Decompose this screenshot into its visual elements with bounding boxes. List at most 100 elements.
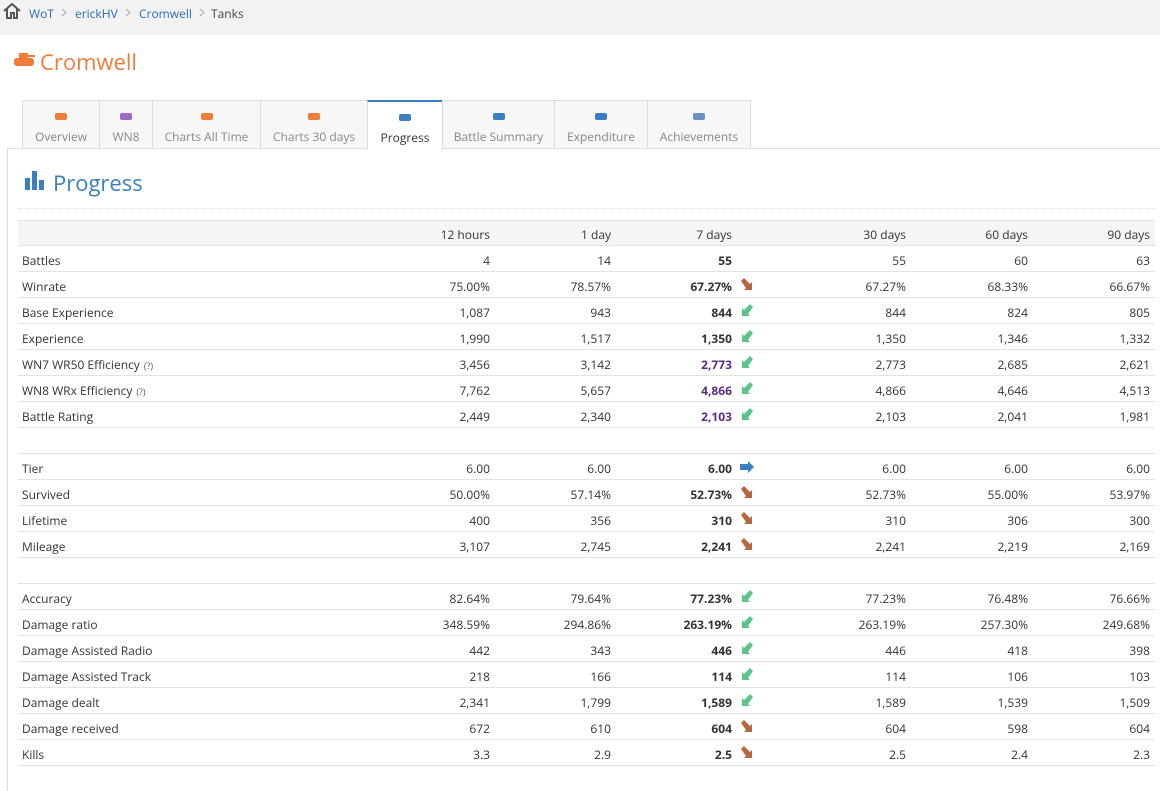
column-header: 7 days: [696, 226, 732, 243]
table-row: [18, 350, 1155, 376]
cell-value: 55.00%: [987, 486, 1028, 503]
tab[interactable]: Overview: [22, 100, 100, 148]
cell-value: 63: [1136, 252, 1150, 269]
cell-value: 824: [1007, 304, 1028, 321]
cell-value: 4,866: [875, 382, 906, 399]
column-header: 60 days: [985, 226, 1028, 243]
column-header: 90 days: [1107, 226, 1150, 243]
cell-value: 1,332: [1119, 330, 1150, 347]
trend-arrow: [742, 304, 753, 316]
cell-value: 598: [1007, 720, 1028, 737]
tab-label: Expenditure: [566, 128, 636, 145]
tab-icon: [308, 113, 320, 120]
tab[interactable]: Expenditure: [554, 100, 648, 148]
row-label: Damage dealt: [22, 694, 100, 711]
table-row: [18, 376, 1155, 402]
section-title: Progress: [53, 168, 143, 198]
tab-label: Overview: [34, 128, 88, 145]
cell-value: 1,346: [997, 330, 1028, 347]
trend-arrow: [741, 486, 752, 498]
cell-value: 103: [1129, 668, 1150, 685]
cell-value: 3,107: [459, 538, 490, 555]
row-label: Damage Assisted Track: [22, 668, 152, 685]
chevron: [199, 8, 205, 17]
cell-value: 68.33%: [987, 278, 1028, 295]
cell-value: 114: [885, 668, 906, 685]
cell-value: 343: [590, 642, 611, 659]
home-icon[interactable]: [3, 3, 21, 19]
cell-value: 400: [469, 512, 490, 529]
cell-value: 4,513: [1119, 382, 1150, 399]
cell-value: 1,981: [1119, 408, 1150, 425]
cell-value: 1,517: [580, 330, 611, 347]
table-row: [18, 714, 1155, 740]
cell-value: 398: [1129, 642, 1150, 659]
cell-value: 3.3: [473, 746, 490, 763]
cell-value: 2,340: [580, 408, 611, 425]
cell-value: 4: [483, 252, 490, 269]
cell-value: 67.27%: [865, 278, 906, 295]
cell-value: 446: [885, 642, 906, 659]
breadcrumb-link[interactable]: Cromwell: [139, 5, 192, 22]
table-row: [18, 636, 1155, 662]
row-label: Damage received: [22, 720, 119, 737]
trend-arrow: [742, 642, 753, 654]
spacer-row: [18, 558, 1155, 584]
cell-value: 1,589: [875, 694, 906, 711]
row-label: Base Experience: [22, 304, 114, 321]
tab[interactable]: WN8: [99, 100, 153, 148]
row-label: Mileage: [22, 538, 66, 555]
breadcrumb-link[interactable]: erickHV: [75, 5, 118, 22]
tab[interactable]: Charts All Time: [152, 100, 261, 148]
trend-arrow: [742, 616, 753, 628]
breadcrumb-current: Tanks: [211, 5, 244, 22]
help-marker[interactable]: (?): [143, 359, 154, 372]
tab-label: Progress: [380, 129, 430, 146]
tab-label: Charts All Time: [164, 128, 249, 145]
trend-arrow: [740, 461, 754, 473]
cell-value: 2,685: [997, 356, 1028, 373]
cell-value: 76.66%: [1109, 590, 1150, 607]
tab-label: Battle Summary: [453, 128, 544, 145]
trend-arrow: [742, 330, 753, 342]
cell-value: 2,041: [997, 408, 1028, 425]
tab[interactable]: Achievements: [647, 100, 751, 148]
trend-arrow: [741, 278, 752, 290]
cell-value: 55: [718, 252, 732, 269]
row-label: Survived: [22, 486, 70, 503]
cell-value: 2,773: [701, 356, 732, 373]
row-label: Experience: [22, 330, 84, 347]
cell-value: 78.57%: [570, 278, 611, 295]
row-label: WN8 WRx Efficiency (?): [22, 382, 146, 399]
cell-value: 2,773: [875, 356, 906, 373]
cell-value: 218: [469, 668, 490, 685]
cell-value: 844: [885, 304, 906, 321]
cell-value: 442: [469, 642, 490, 659]
cell-value: 55: [892, 252, 906, 269]
cell-value: 79.64%: [570, 590, 611, 607]
cell-value: 1,990: [459, 330, 490, 347]
table-row: [18, 584, 1155, 610]
breadcrumb-link[interactable]: WoT: [29, 5, 54, 22]
cell-value: 77.23%: [865, 590, 906, 607]
tab[interactable]: Battle Summary: [442, 100, 555, 148]
cell-value: 106: [1007, 668, 1028, 685]
cell-value: 1,539: [997, 694, 1028, 711]
table-row: [18, 688, 1155, 714]
row-label: Battles: [22, 252, 61, 269]
tab[interactable]: Charts 30 days: [260, 100, 368, 148]
table-row: [18, 532, 1155, 558]
cell-value: 1,350: [701, 330, 732, 347]
table-row: [18, 324, 1155, 350]
column-header: 12 hours: [440, 226, 490, 243]
cell-value: 356: [590, 512, 611, 529]
cell-value: 6.00: [1126, 460, 1150, 477]
cell-value: 1,087: [459, 304, 490, 321]
breadcrumb-bar: WoT erickHV Cromwell Tanks: [0, 0, 1160, 35]
help-marker[interactable]: (?): [136, 385, 146, 398]
tab[interactable]: Progress: [367, 100, 443, 150]
table-row: [18, 454, 1155, 480]
cell-value: 52.73%: [690, 486, 732, 503]
cell-value: 604: [1129, 720, 1150, 737]
cell-value: 1,799: [580, 694, 611, 711]
